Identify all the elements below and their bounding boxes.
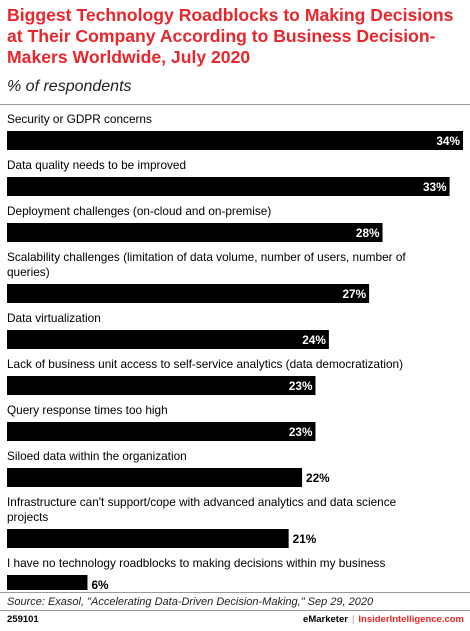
value-label: 27%	[342, 287, 366, 301]
brand-separator: |	[351, 614, 355, 625]
category-label: Infrastructure can't support/cope with a…	[7, 495, 397, 509]
value-label: 33%	[423, 180, 447, 194]
brand-site: InsiderIntelligence.com	[358, 614, 464, 625]
category-label: Scalability challenges (limitation of da…	[7, 250, 406, 264]
category-label: Siloed data within the organization	[7, 449, 187, 463]
brand-name: eMarketer	[303, 614, 348, 625]
source-note: Source: Exasol, "Accelerating Data-Drive…	[7, 596, 374, 608]
bar	[7, 468, 303, 487]
bar	[7, 223, 383, 242]
category-label: Lack of business unit access to self-ser…	[7, 357, 403, 371]
chart-id: 259101	[7, 614, 39, 625]
footer-divider	[0, 610, 470, 611]
value-label: 21%	[293, 532, 317, 546]
bar	[7, 177, 450, 196]
bar	[7, 529, 289, 548]
category-label: Data quality needs to be improved	[7, 158, 186, 172]
category-label: Deployment challenges (on-cloud and on-p…	[7, 204, 271, 218]
value-label: 28%	[356, 226, 380, 240]
chart-subtitle: % of respondents	[7, 78, 132, 95]
source-divider	[0, 592, 470, 593]
category-label: Data virtualization	[7, 311, 101, 325]
value-label: 6%	[91, 578, 109, 590]
value-label: 24%	[302, 333, 326, 347]
category-label: Security or GDPR concerns	[7, 112, 152, 126]
chart-title: Biggest Technology Roadblocks to Making …	[7, 5, 454, 67]
value-label: 23%	[289, 425, 313, 439]
bar	[7, 575, 88, 590]
bar	[7, 330, 329, 349]
value-label: 34%	[436, 134, 460, 148]
header-divider	[0, 104, 470, 105]
footer-brand: eMarketer | InsiderIntelligence.com	[303, 614, 464, 625]
category-label: projects	[7, 510, 48, 524]
value-label: 22%	[306, 471, 330, 485]
bar	[7, 376, 316, 395]
value-label: 23%	[289, 379, 313, 393]
category-label: Query response times too high	[7, 403, 168, 417]
bar	[7, 131, 463, 150]
category-label: queries)	[7, 265, 50, 279]
category-label: I have no technology roadblocks to makin…	[7, 556, 385, 570]
bar	[7, 422, 316, 441]
bar-chart: Security or GDPR concerns 34% Data quality…	[7, 112, 463, 590]
bar	[7, 284, 370, 303]
